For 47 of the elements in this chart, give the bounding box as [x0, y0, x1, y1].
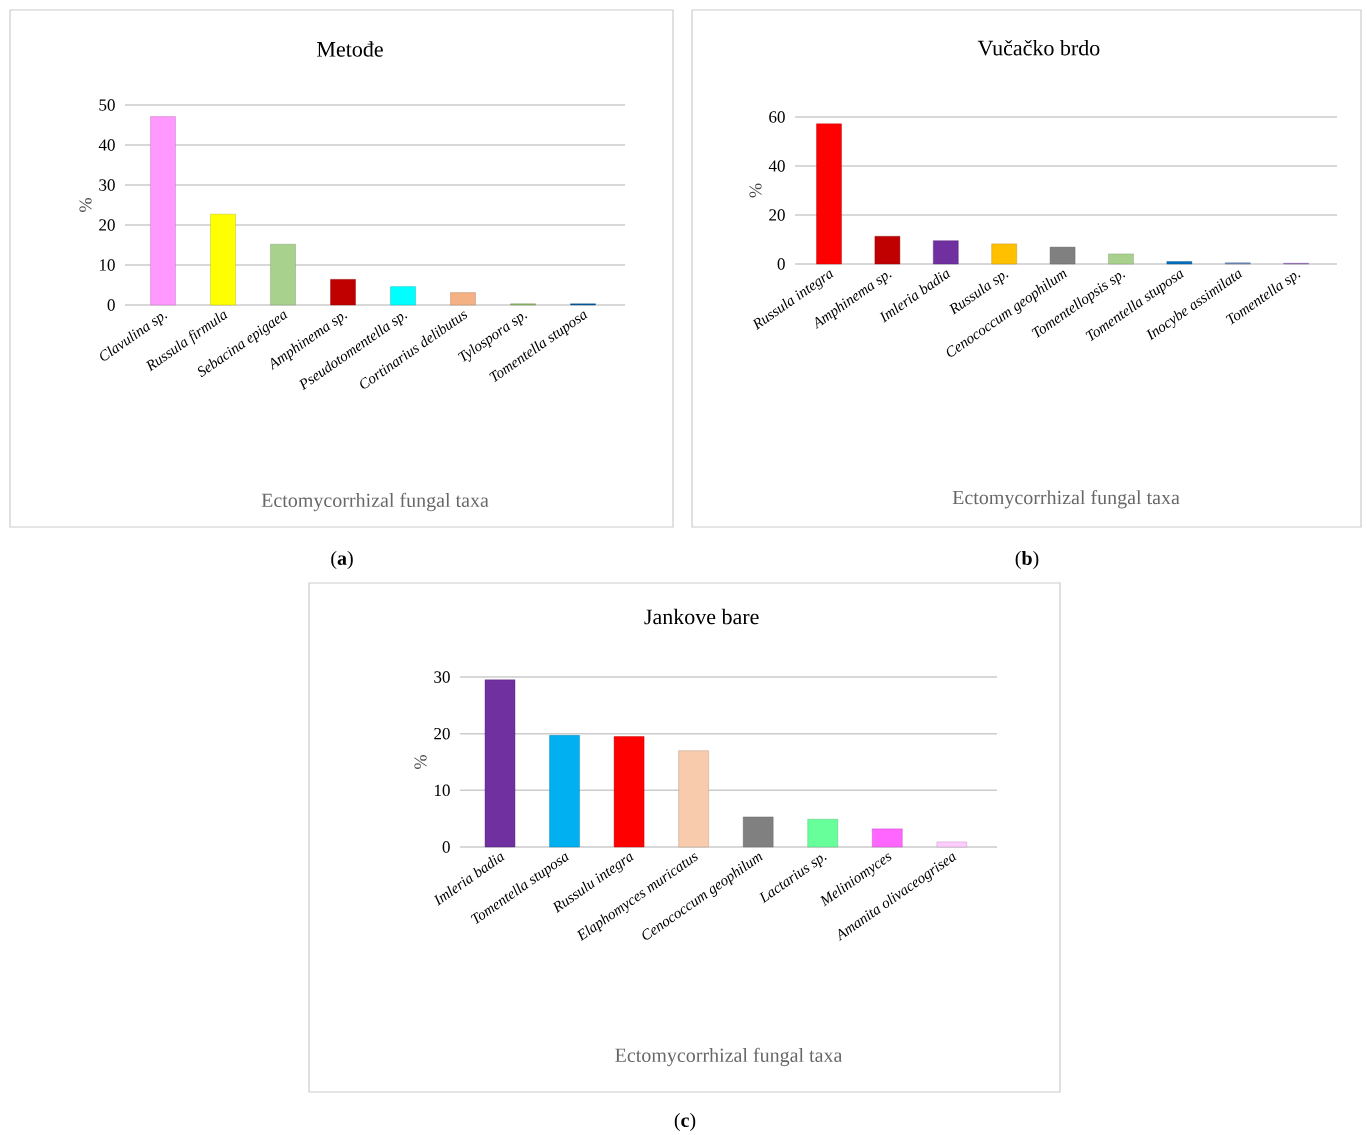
bar	[1049, 246, 1076, 265]
y-tick-label: 10	[99, 259, 115, 271]
bar	[872, 828, 903, 848]
y-tick-label: 30	[99, 179, 115, 191]
x-axis-title: Ectomycorrhizal fungal taxa	[261, 492, 489, 512]
x-axis-title: Ectomycorrhizal fungal taxa	[615, 1047, 843, 1067]
bar	[991, 243, 1017, 265]
text: (c)	[674, 1112, 696, 1132]
y-tick-label: 40	[98, 139, 115, 151]
y-tick-label: 0	[777, 258, 785, 270]
y-tick-label: 60	[769, 111, 785, 123]
y-tick-label: 10	[434, 784, 450, 797]
y-tick-label: 40	[768, 160, 785, 172]
y-tick-label: 50	[99, 99, 115, 111]
bar	[1166, 261, 1193, 265]
bar	[150, 116, 176, 306]
bar	[330, 279, 356, 306]
y-tick-label: 20	[769, 209, 785, 221]
bar	[1108, 253, 1134, 265]
chart-title: Metođe	[317, 41, 383, 57]
y-tick-label: 0	[442, 841, 450, 853]
bar	[816, 123, 842, 265]
bar	[678, 750, 709, 848]
y-axis-title: %	[79, 198, 92, 212]
bar	[933, 240, 959, 265]
bar	[807, 819, 838, 848]
y-tick-label: 20	[434, 727, 450, 740]
y-axis-title: %	[749, 183, 762, 198]
bar	[484, 679, 516, 848]
chart-title: Vučačko brdo	[977, 39, 1100, 56]
bar	[210, 213, 236, 306]
y-axis-title: %	[414, 755, 427, 769]
chart-title: Jankove bare	[644, 608, 759, 625]
y-tick-label: 30	[434, 671, 450, 683]
bar	[613, 736, 645, 848]
x-axis-title: Ectomycorrhizal fungal taxa	[952, 489, 1180, 509]
bar	[390, 286, 416, 306]
bar	[549, 735, 580, 848]
y-tick-label: 0	[107, 299, 115, 311]
y-tick-label: 20	[99, 219, 115, 231]
bar	[450, 292, 476, 306]
bar	[874, 236, 901, 265]
text: (b)	[1015, 550, 1039, 570]
bar	[270, 243, 296, 306]
bar	[742, 816, 774, 848]
text: (a)	[331, 550, 353, 570]
bar	[936, 841, 968, 848]
